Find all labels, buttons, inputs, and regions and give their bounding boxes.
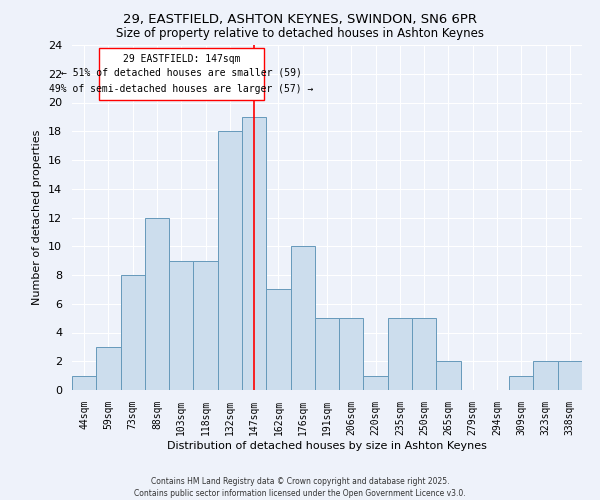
Text: ← 51% of detached houses are smaller (59): ← 51% of detached houses are smaller (59… [61, 68, 302, 78]
Bar [509, 376, 533, 390]
Bar [558, 361, 582, 390]
Text: 29 EASTFIELD: 147sqm: 29 EASTFIELD: 147sqm [122, 54, 240, 64]
Bar [266, 290, 290, 390]
X-axis label: Distribution of detached houses by size in Ashton Keynes: Distribution of detached houses by size … [167, 440, 487, 450]
Bar [315, 318, 339, 390]
Bar [533, 361, 558, 390]
Bar [388, 318, 412, 390]
Bar [364, 376, 388, 390]
Bar [218, 131, 242, 390]
Bar [436, 361, 461, 390]
Text: Size of property relative to detached houses in Ashton Keynes: Size of property relative to detached ho… [116, 28, 484, 40]
Bar [72, 376, 96, 390]
Bar [193, 260, 218, 390]
Bar [99, 48, 264, 100]
Bar [339, 318, 364, 390]
Bar [121, 275, 145, 390]
Bar [145, 218, 169, 390]
Bar [242, 117, 266, 390]
Text: 49% of semi-detached houses are larger (57) →: 49% of semi-detached houses are larger (… [49, 84, 313, 94]
Text: 29, EASTFIELD, ASHTON KEYNES, SWINDON, SN6 6PR: 29, EASTFIELD, ASHTON KEYNES, SWINDON, S… [123, 12, 477, 26]
Bar [412, 318, 436, 390]
Text: Contains HM Land Registry data © Crown copyright and database right 2025.
Contai: Contains HM Land Registry data © Crown c… [134, 476, 466, 498]
Bar [96, 347, 121, 390]
Bar [290, 246, 315, 390]
Bar [169, 260, 193, 390]
Y-axis label: Number of detached properties: Number of detached properties [32, 130, 43, 305]
